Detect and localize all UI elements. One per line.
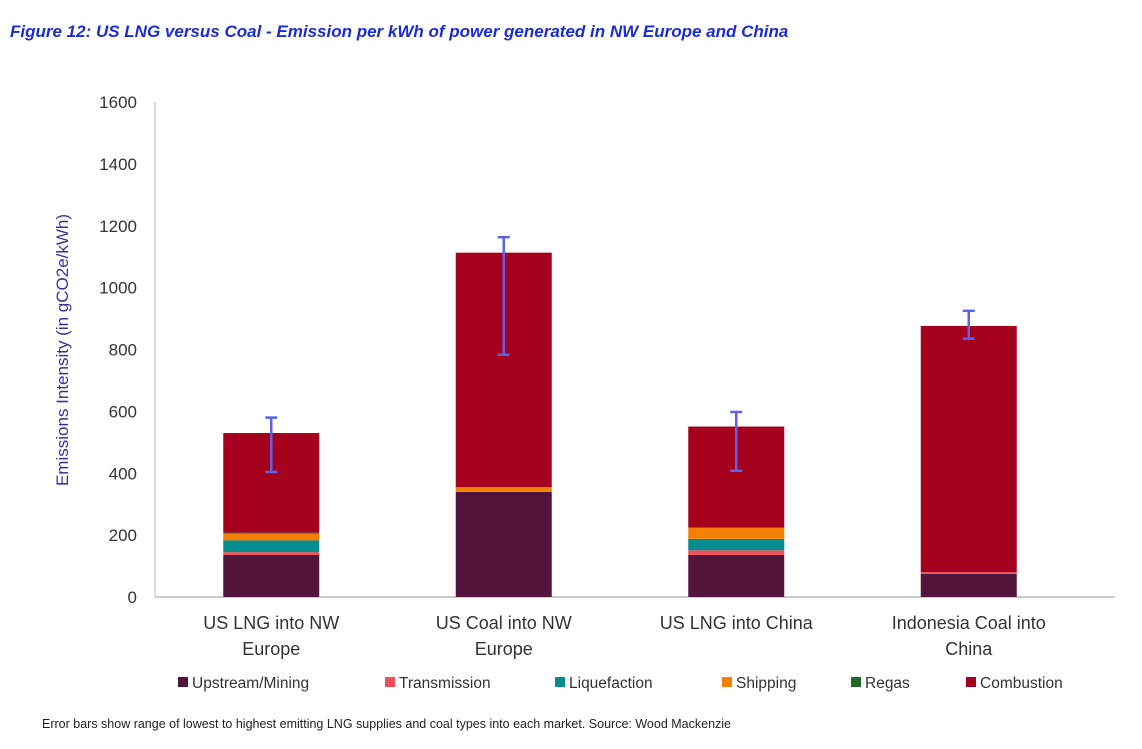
x-tick-label: US Coal into NW	[436, 613, 572, 633]
x-tick-label: Europe	[475, 639, 533, 659]
bar-segment-transmission	[223, 552, 320, 555]
bar-segment-shipping	[688, 527, 785, 539]
legend-label: Upstream/Mining	[192, 675, 309, 692]
y-tick-label: 1400	[99, 155, 137, 174]
legend-swatch	[722, 677, 732, 687]
bar-segment-regas	[223, 532, 320, 534]
bar-segment-combustion	[920, 325, 1017, 573]
legend-label: Regas	[865, 675, 910, 692]
y-tick-label: 1200	[99, 217, 137, 236]
bar-segment-upstream-mining	[688, 554, 785, 597]
bar-segment-upstream-mining	[920, 573, 1017, 597]
bar-segment-liquefaction	[223, 540, 320, 553]
x-tick-label: Indonesia Coal into	[892, 613, 1046, 633]
legend-swatch	[178, 677, 188, 687]
y-tick-label: 200	[109, 526, 137, 545]
y-tick-label: 0	[128, 588, 137, 607]
chart-title: Figure 12: US LNG versus Coal - Emission…	[10, 22, 789, 41]
legend-label: Combustion	[980, 675, 1063, 692]
y-tick-label: 600	[109, 402, 137, 421]
y-tick-label: 1600	[99, 93, 137, 112]
bar-segment-transmission	[688, 550, 785, 555]
legend-swatch	[851, 677, 861, 687]
x-tick-label: US LNG into NW	[203, 613, 339, 633]
bar-segment-transmission	[920, 572, 1017, 574]
legend-label: Transmission	[399, 675, 491, 692]
legend-swatch	[966, 677, 976, 687]
legend-swatch	[385, 677, 395, 687]
bar-segment-upstream-mining	[455, 491, 552, 597]
bar-segment-liquefaction	[688, 538, 785, 551]
bar-segment-shipping	[455, 487, 552, 492]
y-tick-label: 1000	[99, 279, 137, 298]
y-tick-label: 400	[109, 464, 137, 483]
bar-segment-upstream-mining	[223, 554, 320, 597]
x-tick-label: US LNG into China	[660, 613, 814, 633]
bar-segment-shipping	[223, 533, 320, 541]
y-tick-label: 800	[109, 341, 137, 360]
x-tick-label: China	[945, 639, 993, 659]
legend-label: Shipping	[736, 675, 796, 692]
legend-label: Liquefaction	[569, 675, 653, 692]
footnote: Error bars show range of lowest to highe…	[42, 717, 732, 731]
legend-swatch	[555, 677, 565, 687]
x-tick-label: Europe	[242, 639, 300, 659]
y-axis-label: Emissions Intensity (in gCO2e/kWh)	[53, 214, 72, 486]
